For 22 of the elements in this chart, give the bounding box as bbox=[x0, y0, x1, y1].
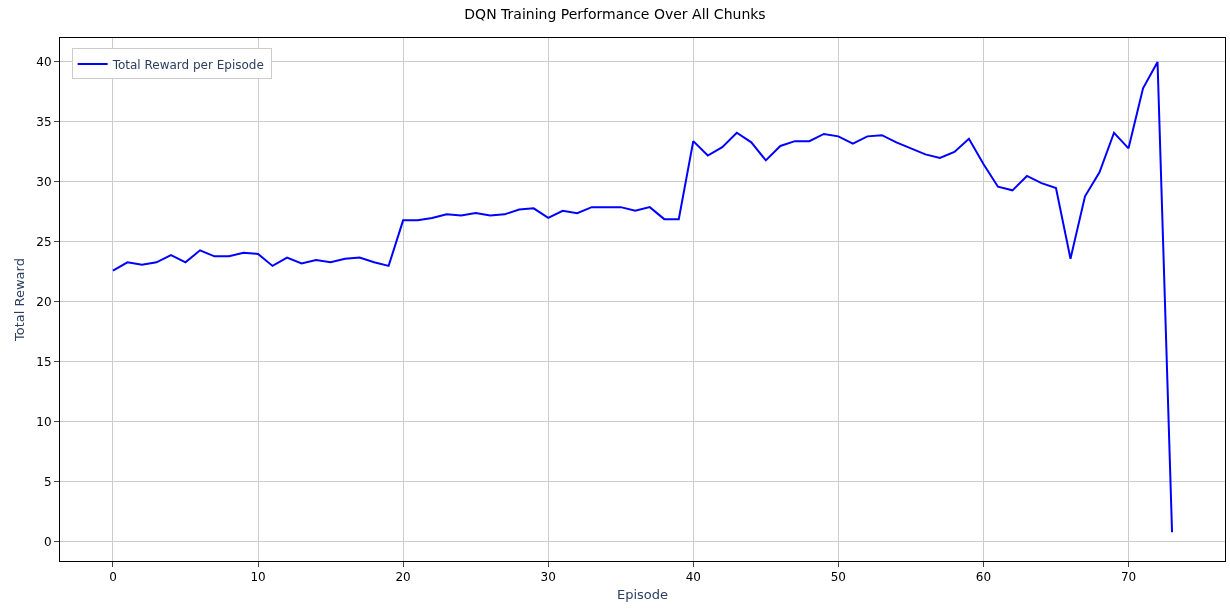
chart-title: DQN Training Performance Over All Chunks bbox=[464, 5, 766, 22]
y-tick-label: 0 bbox=[43, 535, 52, 550]
y-tick-label: 35 bbox=[36, 115, 52, 130]
legend-label: Total Reward per Episode bbox=[111, 57, 264, 72]
line-series bbox=[111, 60, 1174, 534]
x-tick-label: 10 bbox=[250, 570, 266, 585]
y-tick-label: 40 bbox=[36, 55, 52, 70]
y-tick-label: 25 bbox=[36, 235, 52, 250]
y-tick-label: 30 bbox=[36, 175, 52, 190]
y-tick-label: 20 bbox=[36, 295, 52, 310]
y-tick-label: 5 bbox=[43, 475, 52, 490]
x-tick-label: 50 bbox=[830, 570, 846, 585]
y-tick-label: 15 bbox=[36, 355, 52, 370]
x-axis-title: Episode bbox=[616, 587, 669, 602]
x-tick-label: 30 bbox=[540, 570, 556, 585]
y-tick-label: 10 bbox=[36, 415, 52, 430]
x-tick-label: 70 bbox=[1120, 570, 1137, 585]
x-tick-label: 20 bbox=[395, 570, 411, 585]
x-tick-label: 40 bbox=[685, 570, 701, 585]
x-tick-label: 60 bbox=[975, 570, 992, 585]
y-axis-title: Total Reward bbox=[12, 258, 28, 342]
x-tick-label: 0 bbox=[109, 570, 117, 585]
